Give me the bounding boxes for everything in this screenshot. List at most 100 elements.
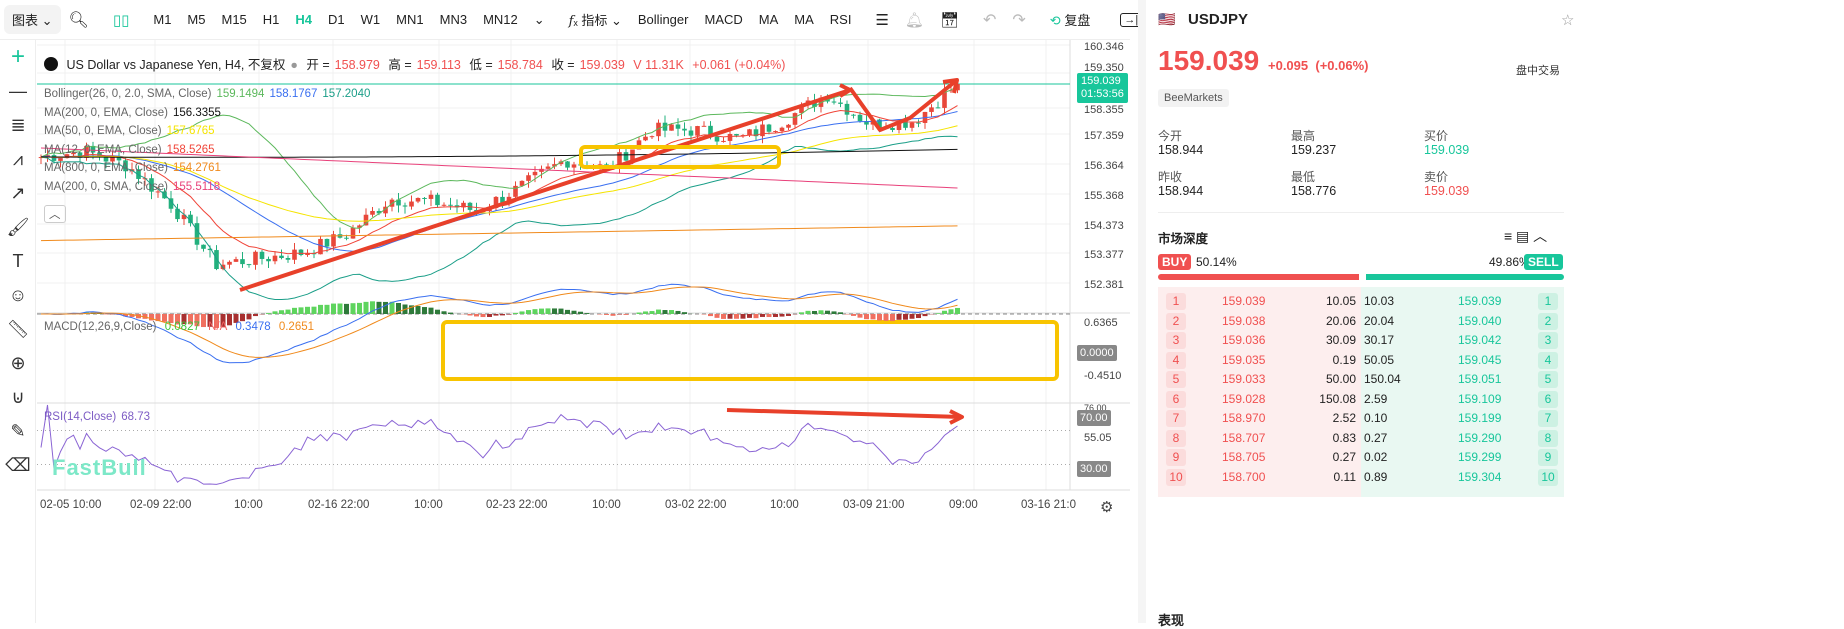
indicator-macd[interactable]: MACD — [696, 12, 750, 27]
macd-axis-zero: 0.0000 — [1077, 345, 1117, 361]
timeframe-m15[interactable]: M15 — [213, 12, 254, 27]
indicator-name: MA(200, 0, SMA, Close) — [44, 181, 168, 193]
chart-menu-button[interactable]: 图表 ⌄ — [4, 5, 61, 34]
chart-settings-icon[interactable]: ⚙ — [1100, 498, 1113, 516]
divider — [1158, 212, 1564, 213]
timeframe-more-icon[interactable]: ⌄ — [526, 12, 553, 28]
indicator-ma[interactable]: MA — [786, 12, 822, 27]
indicators-button[interactable]: fₓ 指标 ⌄ — [561, 10, 630, 29]
candle — [936, 107, 941, 108]
time-tick: 09:00 — [949, 499, 978, 511]
time-tick: 03-16 21:0 — [1021, 499, 1076, 511]
crosshair-icon[interactable]: + — [0, 40, 36, 74]
pattern-icon[interactable]: ⩘ — [0, 142, 36, 176]
time-tick: 10:00 — [414, 499, 443, 511]
indicator-ma[interactable]: MA — [751, 12, 787, 27]
timeframe-w1[interactable]: W1 — [353, 12, 389, 27]
bid-level: 5 — [1166, 371, 1186, 388]
candle — [702, 126, 707, 127]
indicator-legend: Bollinger(26, 0, 2.0, SMA, Close) 159.149… — [44, 88, 375, 100]
timeframe-mn12[interactable]: MN12 — [475, 12, 526, 27]
bid-level: 8 — [1166, 430, 1186, 447]
macd-bar — [559, 309, 564, 314]
layout-icon[interactable]: ☰ — [867, 11, 896, 29]
macd-bar — [533, 309, 538, 314]
timeframe-h1[interactable]: H1 — [255, 12, 288, 27]
candle — [669, 124, 674, 130]
ruler-icon[interactable]: 📏︎ — [0, 312, 36, 346]
brush-icon[interactable]: 🖌︎ — [0, 210, 36, 244]
macd-bar — [760, 314, 765, 317]
macd-bar — [780, 314, 785, 317]
timeframe-mn1[interactable]: MN1 — [388, 12, 431, 27]
bid-price: 158.707 — [1222, 431, 1265, 445]
macd-bar — [383, 302, 388, 314]
lock-drawing-icon[interactable]: ✎ — [0, 414, 36, 448]
calendar-icon[interactable]: 📅︎ — [932, 11, 967, 29]
macd-bar — [565, 310, 570, 314]
emoji-icon[interactable]: ☺ — [0, 278, 36, 312]
macd-bar — [656, 310, 661, 314]
indicator-value: 159.1494 — [216, 88, 264, 100]
horizontal-line-icon[interactable]: — — [0, 74, 36, 108]
stat-value: 159.039 — [1424, 143, 1469, 157]
ask-volume: 50.05 — [1364, 353, 1394, 367]
redo-icon[interactable]: ↷ — [1004, 10, 1033, 30]
candle — [734, 134, 739, 135]
bid-volume: 0.19 — [1333, 353, 1356, 367]
ask-volume: 0.89 — [1364, 470, 1387, 484]
fib-icon[interactable]: ↗ — [0, 176, 36, 210]
candle — [533, 172, 538, 175]
ask-volume: 10.03 — [1364, 294, 1394, 308]
depth-view-icons[interactable]: ≡ ▤ ︿ — [1504, 226, 1547, 246]
text-icon[interactable]: T — [0, 244, 36, 278]
macd-bar — [585, 313, 590, 314]
magnet-icon[interactable]: ⊍ — [0, 380, 36, 414]
price-tick: 154.373 — [1084, 220, 1124, 232]
search-icon[interactable]: 🔍︎ — [61, 10, 97, 30]
macd-bar — [916, 314, 921, 318]
indicator-bollinger[interactable]: Bollinger — [630, 12, 697, 27]
channel-icon[interactable]: ≣ — [0, 108, 36, 142]
ask-volume: 0.10 — [1364, 411, 1387, 425]
replay-button[interactable]: ⟲ 复盘 — [1042, 10, 1099, 29]
symbol-price: 159.039 — [1158, 45, 1259, 77]
indicator-name: Bollinger(26, 0, 2.0, SMA, Close) — [44, 88, 211, 100]
macd-bar — [858, 314, 863, 318]
undo-icon[interactable]: ↶ — [975, 10, 1004, 30]
timeframe-mn3[interactable]: MN3 — [432, 12, 475, 27]
favorite-star-icon[interactable]: ☆ — [1561, 11, 1574, 29]
macd-bar — [507, 314, 512, 315]
timeframe-h4[interactable]: H4 — [287, 12, 320, 27]
indicator-rsi[interactable]: RSI — [822, 12, 860, 27]
alert-icon[interactable]: 🔔︎ — [897, 11, 932, 29]
timeframe-m1[interactable]: M1 — [145, 12, 179, 27]
ask-volume: 150.04 — [1364, 372, 1401, 386]
macd-bar — [279, 310, 284, 314]
broker-badge: BeeMarkets — [1158, 89, 1229, 107]
ask-price: 159.299 — [1458, 450, 1501, 464]
indicator-value: 158.5265 — [167, 144, 215, 156]
macd-bar — [611, 314, 616, 316]
candlestick-icon[interactable]: ▯▯ — [105, 11, 138, 29]
zoom-in-icon[interactable]: ⊕ — [0, 346, 36, 380]
candle — [201, 245, 206, 249]
rsi-arrow — [727, 410, 962, 417]
collapse-legend-icon[interactable]: ︿ — [44, 205, 66, 223]
timeframe-d1[interactable]: D1 — [320, 12, 353, 27]
macd-bar — [448, 313, 453, 314]
delete-icon[interactable]: ⌫ — [0, 448, 36, 482]
timeframe-m5[interactable]: M5 — [179, 12, 213, 27]
